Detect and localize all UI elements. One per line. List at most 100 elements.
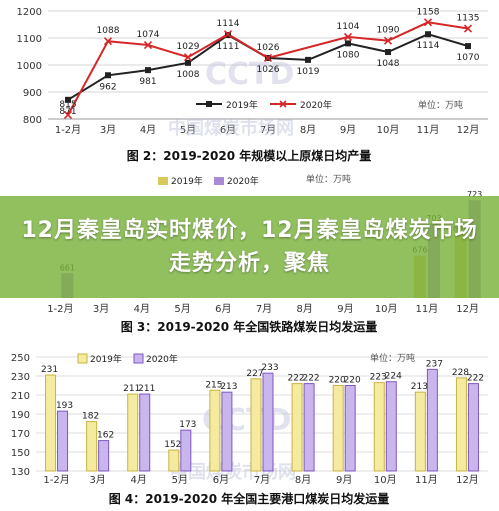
c1-data-label: 815 — [59, 100, 76, 110]
c3-y-tick-label: 170 — [11, 429, 30, 440]
c3-x-tick-label: 10月 — [374, 474, 397, 486]
c1-point — [343, 32, 353, 41]
c3-data-label: 173 — [179, 420, 196, 430]
c3-data-label: 223 — [370, 373, 387, 383]
c3-bar — [467, 383, 479, 472]
c3-data-label: 211 — [123, 384, 140, 394]
c1-data-label: 871 — [59, 107, 76, 117]
c3-x-tick-label: 8月 — [295, 474, 311, 486]
c1-point — [143, 40, 153, 50]
c3-x-tick-label: 11月 — [415, 474, 438, 486]
c1-legend-marker-2020 — [279, 100, 287, 108]
c1-y-tick-label: 900 — [23, 88, 42, 99]
c1-data-label: 1048 — [377, 59, 400, 69]
c1-data-label: 1114 — [417, 41, 440, 51]
c2-legend-label-2020: 2020年 — [227, 175, 259, 187]
c1-x-tick-label: 1-2月 — [55, 124, 81, 136]
c3-x-tick-label: 1-2月 — [43, 474, 69, 486]
c1-point — [63, 110, 73, 120]
c1-point — [383, 36, 393, 45]
c3-bar — [250, 378, 262, 472]
c1-data-label: 1090 — [377, 26, 400, 36]
c3-y-tick-label: 250 — [11, 353, 30, 364]
c1-x-tick-label: 9月 — [340, 124, 356, 136]
c1-title: 图 2：2019-2020 年规模以上原煤日均产量 — [127, 148, 371, 163]
c3-bar — [426, 368, 438, 472]
c2-x-tick-label: 4月 — [134, 303, 150, 315]
c1-legend-label-2019: 2019年 — [226, 99, 258, 111]
c3-y-tick-label: 150 — [11, 448, 30, 459]
watermark-logo: CCTD — [205, 57, 294, 92]
c3-x-tick-label: 12月 — [456, 474, 479, 486]
c1-legend-label-2020: 2020年 — [300, 99, 332, 111]
c3-data-label: 211 — [138, 384, 155, 394]
c3-y-ticks: 130 150 170 190 210 230 250 — [11, 353, 30, 478]
c1-y-tick-label: 1200 — [17, 7, 42, 18]
c1-data-label: 962 — [99, 82, 116, 92]
c1-x-tick-label: 10月 — [377, 124, 400, 136]
c3-bar — [414, 391, 426, 472]
c3-data-label: 228 — [452, 368, 469, 378]
c2-x-tick-label: 10月 — [375, 303, 398, 315]
c1-data-label: 1026 — [257, 65, 280, 75]
c3-x-ticks: 1-2月 3月 4月 5月 6月 7月 8月 9月 10月 11月 12月 — [43, 474, 478, 486]
c1-data-label: 1019 — [297, 67, 320, 77]
c1-point — [103, 37, 113, 46]
c1-data-label: 1074 — [137, 30, 160, 40]
c1-data-label: 1008 — [177, 70, 200, 80]
c3-data-label: 231 — [41, 365, 58, 375]
c1-point — [465, 43, 471, 50]
c2-legend-swatch-2019 — [158, 177, 168, 185]
c1-point — [263, 53, 273, 63]
c3-bar — [98, 440, 110, 472]
c3-y-tick-label: 190 — [11, 410, 30, 421]
c1-x-tick-label: 3月 — [100, 124, 116, 136]
c3-data-label: 222 — [467, 374, 484, 384]
c1-x-ticks: 1-2月 3月 4月 5月 6月 7月 8月 9月 10月 11月 12月 — [55, 124, 480, 136]
c3-x-tick-label: 5月 — [172, 474, 188, 486]
c3-x-tick-label: 3月 — [89, 474, 105, 486]
c3-y-tick-label: 230 — [11, 372, 30, 383]
headline-text: 12月秦皇岛实时煤价，12月秦皇岛煤炭市场走势分析，聚焦 — [21, 218, 478, 276]
c1-y-tick-label: 800 — [23, 115, 42, 126]
c3-x-tick-label: 9月 — [336, 474, 352, 486]
c2-title: 图 3：2019-2020 年全国铁路煤炭日均发运量 — [121, 319, 377, 334]
c3-data-label: 220 — [329, 376, 346, 386]
c1-unit: 单位：万吨 — [418, 99, 463, 111]
c1-data-label: 1135 — [457, 14, 480, 24]
c3-legend-swatch-2020 — [133, 353, 144, 364]
c3-legend: 2019年 2020年 — [77, 353, 178, 365]
c1-point — [65, 96, 71, 103]
c2-x-tick-label: 8月 — [297, 303, 313, 315]
c3-data-label: 213 — [411, 382, 428, 392]
c3-bar — [139, 393, 151, 472]
c3-x-tick-label: 6月 — [213, 474, 229, 486]
c1-x-tick-label: 11月 — [417, 124, 440, 136]
c3-data-label: 222 — [287, 374, 304, 384]
c1-point — [425, 31, 431, 38]
c2-x-ticks: 1-2月 3月 4月 5月 6月 7月 8月 9月 10月 11月 12月 — [47, 303, 479, 315]
c1-point — [423, 18, 433, 27]
c3-x-tick-label: 4月 — [131, 474, 147, 486]
c1-point — [345, 40, 351, 47]
c1-gridlines — [48, 10, 488, 120]
c3-bar — [455, 377, 467, 472]
c3-data-label: 237 — [426, 359, 443, 369]
c3-bar — [373, 382, 385, 472]
c2-data-label: 723 — [467, 190, 482, 199]
c3-data-labels: 231 182 211 152 215 227 222 220 223 213 228 193 162 2… — [41, 359, 484, 450]
c1-y-tick-label: 1100 — [17, 34, 42, 45]
c1-data-label: 1088 — [97, 26, 120, 36]
c1-data-label: 1029 — [177, 42, 200, 52]
c1-data-labels: 871 962 981 1008 1111 1026 1019 1080 1048 1114 107… — [59, 7, 479, 116]
c2-x-tick-label: 5月 — [174, 303, 190, 315]
c2-legend-label-2019: 2019年 — [171, 175, 203, 187]
c3-legend-label-2020: 2020年 — [146, 353, 178, 365]
c3-gridlines — [36, 356, 488, 472]
c1-x-tick-label: 6月 — [220, 124, 236, 136]
c1-data-label: 981 — [139, 77, 156, 87]
c3-y-tick-label: 130 — [11, 467, 30, 478]
c1-point — [185, 59, 191, 66]
c3-y-tick-label: 210 — [11, 391, 30, 402]
c3-bar — [332, 385, 344, 472]
